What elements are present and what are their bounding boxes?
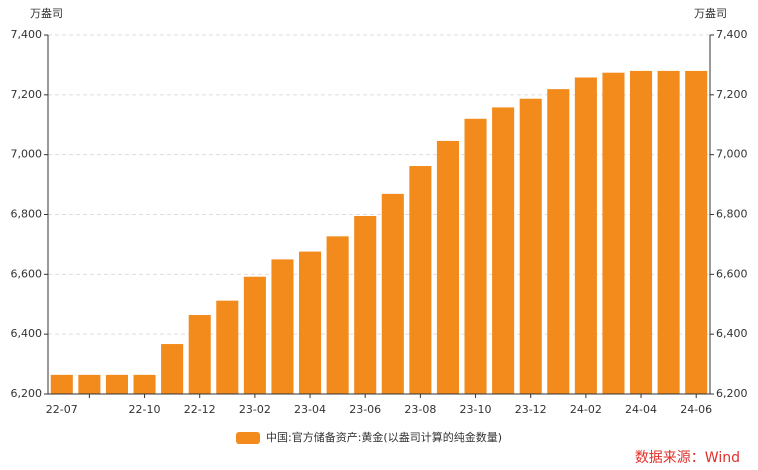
x-tick-label: 22-12 bbox=[184, 403, 216, 416]
bar bbox=[326, 236, 349, 394]
x-tick-label: 22-07 bbox=[46, 403, 78, 416]
x-tick-label: 22-10 bbox=[129, 403, 161, 416]
x-tick-label: 23-08 bbox=[404, 403, 436, 416]
y2-tick-label: 7,200 bbox=[716, 88, 748, 101]
y-tick-label: 6,200 bbox=[11, 387, 43, 400]
y-tick-label: 7,000 bbox=[11, 148, 43, 161]
y2-unit: 万盎司 bbox=[694, 6, 727, 20]
bar bbox=[436, 140, 459, 394]
bar bbox=[657, 70, 680, 395]
x-tick-label: 23-02 bbox=[239, 403, 271, 416]
bar bbox=[78, 374, 101, 394]
y2-tick-label: 6,200 bbox=[716, 387, 748, 400]
bar bbox=[354, 215, 377, 394]
bar bbox=[133, 374, 156, 394]
bar bbox=[50, 374, 73, 394]
y-tick-label: 6,600 bbox=[11, 267, 43, 280]
bar bbox=[547, 89, 570, 394]
y2-tick-label: 6,800 bbox=[716, 208, 748, 221]
bar bbox=[602, 72, 625, 394]
y2-tick-label: 6,600 bbox=[716, 267, 748, 280]
bar bbox=[519, 98, 542, 394]
y-unit: 万盎司 bbox=[30, 6, 63, 20]
bar bbox=[630, 70, 653, 395]
bar bbox=[161, 344, 184, 394]
bar bbox=[464, 118, 487, 395]
bar bbox=[381, 193, 404, 394]
y-tick-label: 7,400 bbox=[11, 28, 43, 41]
x-tick-label: 24-02 bbox=[570, 403, 602, 416]
bar bbox=[492, 107, 515, 395]
bar bbox=[188, 315, 211, 394]
y2-tick-label: 7,000 bbox=[716, 148, 748, 161]
bar bbox=[271, 259, 294, 394]
x-tick-label: 23-10 bbox=[460, 403, 492, 416]
y2-tick-label: 6,400 bbox=[716, 327, 748, 340]
bar bbox=[299, 251, 322, 394]
bar bbox=[685, 70, 708, 395]
bar bbox=[216, 300, 239, 394]
legend-swatch bbox=[236, 432, 260, 444]
bar bbox=[243, 276, 266, 394]
source: 数据来源：Wind bbox=[635, 450, 740, 466]
x-tick-label: 23-06 bbox=[349, 403, 381, 416]
y2-tick-label: 7,400 bbox=[716, 28, 748, 41]
bar bbox=[105, 374, 128, 394]
y-tick-label: 7,200 bbox=[11, 88, 43, 101]
legend-label: 中国:官方储备资产:黄金(以盎司计算的纯金数量) bbox=[266, 430, 502, 444]
y-tick-label: 6,400 bbox=[11, 327, 43, 340]
bar bbox=[574, 77, 597, 395]
x-tick-label: 23-12 bbox=[515, 403, 547, 416]
x-tick-label: 24-04 bbox=[625, 403, 657, 416]
x-tick-label: 23-04 bbox=[294, 403, 326, 416]
x-tick-label: 24-06 bbox=[680, 403, 712, 416]
y-tick-label: 6,800 bbox=[11, 208, 43, 221]
bar bbox=[409, 166, 432, 394]
